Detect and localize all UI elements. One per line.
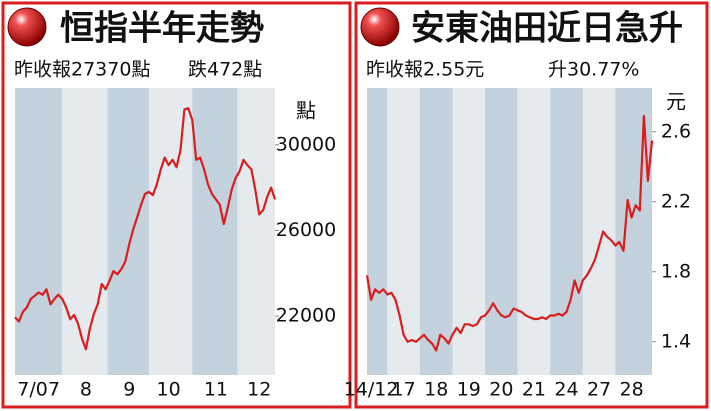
subtitle: 昨收報27370點: [14, 59, 150, 81]
subtitle: 升30.77%: [548, 59, 639, 81]
price-line: [365, 114, 654, 352]
band: [15, 88, 63, 375]
x-tick-label: 19: [457, 379, 481, 401]
band: [387, 88, 420, 375]
subtitle: 跌472點: [188, 59, 262, 81]
title-icon: [360, 7, 400, 47]
band: [62, 88, 108, 375]
x-tick-label: 11: [204, 379, 228, 401]
x-tick-label: 9: [123, 379, 135, 401]
x-tick-label: 21: [522, 379, 546, 401]
chart-title: 恒指半年走勢: [60, 9, 264, 49]
band: [237, 88, 275, 375]
x-tick-label: 10: [157, 379, 181, 401]
x-tick-label: 20: [489, 379, 513, 401]
y-tick-label: 22000: [276, 305, 336, 327]
x-tick-label: 17: [392, 379, 416, 401]
x-tick-label: 14/12: [344, 379, 399, 401]
x-tick-label: 18: [424, 379, 448, 401]
band: [107, 88, 149, 375]
x-tick-label: 7/07: [17, 379, 60, 401]
band: [367, 88, 388, 375]
x-tick-label: 27: [587, 379, 611, 401]
chart-title: 安東油田近日急升: [411, 9, 683, 49]
y-axis-label: 元: [666, 90, 686, 114]
y-tick-label: 1.4: [661, 330, 691, 352]
band: [419, 88, 453, 375]
y-tick-label: 2.2: [661, 190, 691, 212]
price-line: [14, 107, 277, 351]
y-tick-label: 1.8: [661, 260, 691, 282]
y-tick-label: 30000: [276, 133, 336, 155]
x-tick-label: 24: [554, 379, 578, 401]
band: [452, 88, 486, 375]
band: [582, 88, 616, 375]
y-tick-label: 2.6: [661, 120, 691, 142]
x-tick-label: 28: [620, 379, 644, 401]
y-tick-label: 26000: [276, 219, 336, 241]
band: [550, 88, 583, 375]
band: [517, 88, 551, 375]
band: [192, 88, 238, 375]
x-tick-label: 12: [247, 379, 271, 401]
band: [148, 88, 193, 375]
title-icon: [7, 7, 47, 47]
x-tick-label: 8: [80, 379, 92, 401]
y-axis-label: 點: [296, 99, 316, 123]
subtitle: 昨收報2.55元: [366, 59, 484, 81]
band: [615, 88, 652, 375]
band: [485, 88, 518, 375]
